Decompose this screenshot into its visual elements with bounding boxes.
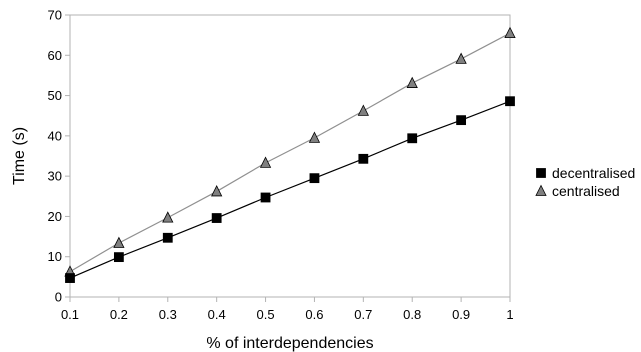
data-point-decentralised: [113, 252, 124, 263]
data-point-decentralised: [309, 173, 320, 184]
legend-item-centralised: centralised: [535, 183, 620, 199]
data-point-centralised: [259, 156, 272, 168]
data-point-centralised: [308, 131, 321, 143]
legend-label: decentralised: [552, 165, 635, 181]
y-tick-label: 70: [48, 8, 62, 23]
series-layer: [64, 26, 516, 283]
data-point-decentralised: [260, 192, 271, 203]
data-point-centralised: [455, 52, 467, 64]
legend: decentralised centralised: [535, 165, 635, 199]
y-tick-label: 30: [48, 169, 62, 184]
data-point-decentralised: [358, 153, 369, 164]
x-tick-label: 1: [506, 307, 513, 322]
series-line-decentralised: [69, 100, 511, 279]
x-axis: 0.1 0.2 0.3 0.4 0.5 0.6 0.7 0.8 0.9 1: [61, 297, 514, 322]
data-point-decentralised: [456, 115, 467, 126]
legend-label: centralised: [552, 183, 620, 199]
x-tick-label: 0.5: [257, 307, 275, 322]
x-tick-label: 0.2: [110, 307, 128, 322]
x-tick-label: 0.9: [452, 307, 470, 322]
y-tick-label: 10: [48, 249, 62, 264]
y-tick-label: 0: [55, 290, 62, 305]
x-tick-label: 0.8: [403, 307, 421, 322]
legend-marker-decentralised: [536, 168, 546, 178]
data-point-centralised: [113, 236, 125, 248]
y-tick-label: 40: [48, 128, 62, 143]
y-tick-label: 20: [48, 209, 62, 224]
data-point-decentralised: [407, 133, 418, 144]
data-point-decentralised: [505, 96, 515, 107]
x-axis-title: % of interdependencies: [206, 335, 373, 352]
y-tick-label: 50: [48, 88, 62, 103]
y-tick-label: 60: [48, 48, 62, 63]
series-decentralised: [65, 96, 515, 283]
x-tick-label: 0.6: [305, 307, 323, 322]
data-point-decentralised: [65, 273, 75, 283]
data-point-centralised: [211, 185, 223, 197]
x-tick-label: 0.1: [61, 307, 79, 322]
data-point-centralised: [162, 211, 174, 223]
data-point-decentralised: [211, 213, 222, 223]
x-tick-label: 0.7: [354, 307, 372, 322]
data-point-centralised: [504, 26, 516, 39]
series-line-centralised: [69, 32, 511, 273]
plot-border: [69, 14, 511, 298]
x-tick-label: 0.4: [208, 307, 226, 322]
x-tick-label: 0.3: [159, 307, 177, 322]
series-centralised: [64, 26, 516, 277]
data-point-decentralised: [162, 232, 173, 243]
legend-item-decentralised: decentralised: [536, 165, 635, 181]
data-point-centralised: [357, 104, 369, 116]
legend-marker-centralised: [535, 184, 547, 196]
y-axis-title: Time (s): [11, 127, 28, 185]
y-axis: 0 10 20 30 40 50 60 70: [48, 8, 70, 305]
plot-area: [69, 14, 511, 298]
data-point-centralised: [406, 76, 418, 88]
